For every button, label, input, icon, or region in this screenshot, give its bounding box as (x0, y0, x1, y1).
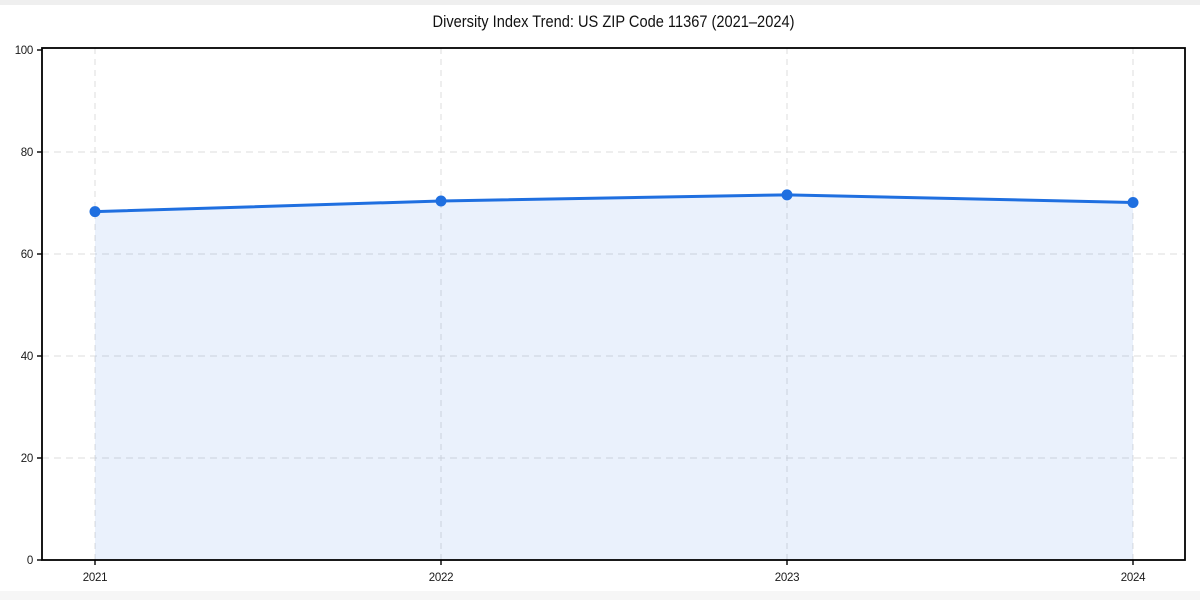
x-tick-label-2021: 2021 (83, 572, 107, 584)
axes-spines (41, 47, 1186, 561)
bottom-edge-strip (0, 591, 1200, 600)
top-edge-strip (0, 0, 1200, 5)
data-point-2022 (435, 195, 447, 207)
x-tick-label-2023: 2023 (775, 572, 799, 584)
data-point-2023 (781, 189, 793, 201)
data-point-2024 (1127, 196, 1139, 208)
y-tick-label-0: 0 (27, 555, 33, 567)
y-tick-label-100: 100 (15, 45, 33, 57)
y-tick-label-40: 40 (21, 351, 33, 363)
x-tick-label-2022: 2022 (429, 572, 453, 584)
trend-line-diversity-index (93, 193, 1135, 214)
area-fill (95, 194, 1133, 560)
y-tick-label-20: 20 (21, 453, 33, 465)
data-point-2021 (89, 206, 101, 218)
x-tick-label-2024: 2024 (1121, 572, 1146, 584)
chart-title: Diversity Index Trend: US ZIP Code 11367… (432, 12, 795, 31)
y-tick-label-60: 60 (21, 249, 33, 261)
y-tick-label-80: 80 (21, 147, 33, 159)
